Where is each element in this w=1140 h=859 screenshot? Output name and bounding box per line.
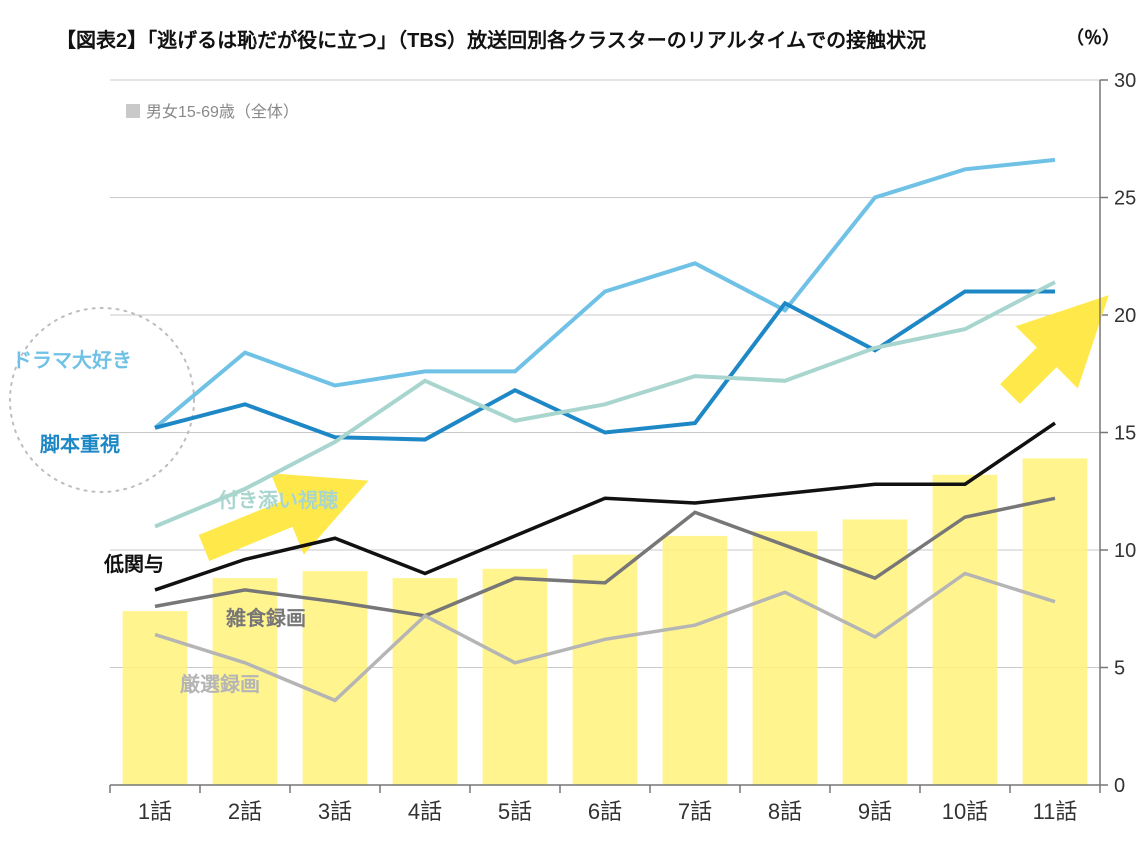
chart-stage: 【図表2】「逃げるは恥だが役に立つ」（TBS）放送回別各クラスターのリアルタイム…	[0, 0, 1140, 859]
legend-label: 男女15-69歳（全体）	[146, 102, 299, 121]
y-tick-label: 15	[1114, 423, 1136, 445]
trend-arrow	[1010, 320, 1084, 394]
x-tick-label: 8話	[768, 799, 802, 824]
bar	[933, 475, 998, 785]
x-tick-label: 11話	[1033, 799, 1078, 824]
bar	[393, 578, 458, 785]
x-tick-label: 5話	[498, 799, 532, 824]
y-tick-label: 10	[1114, 540, 1136, 562]
x-tick-label: 9話	[858, 799, 892, 824]
y-tick-label: 5	[1114, 658, 1125, 680]
bar	[483, 569, 548, 785]
bar	[1023, 458, 1088, 785]
x-tick-label: 2話	[228, 799, 262, 824]
y-tick-label: 0	[1114, 775, 1125, 797]
x-tick-label: 7話	[678, 799, 712, 824]
series-line	[155, 292, 1055, 440]
bar	[213, 578, 278, 785]
y-tick-label: 30	[1114, 70, 1136, 92]
y-tick-label: 20	[1114, 305, 1136, 327]
x-tick-label: 1話	[138, 799, 172, 824]
bar	[123, 611, 188, 785]
x-tick-label: 6話	[588, 799, 622, 824]
bar	[753, 531, 818, 785]
series-line	[155, 160, 1055, 428]
bar	[663, 536, 728, 785]
x-tick-label: 4話	[408, 799, 442, 824]
trend-arrow	[204, 494, 336, 548]
x-tick-label: 3話	[318, 799, 352, 824]
x-tick-label: 10話	[942, 799, 988, 824]
highlight-circle	[10, 308, 194, 492]
y-tick-label: 25	[1114, 188, 1136, 210]
chart-svg: 0 5 10 15 20 25 30 1話 2話 3話 4話 5話 6話 7話 8話 9話 10話 11話 男女15…	[0, 0, 1140, 859]
bar	[573, 555, 638, 785]
bar	[843, 519, 908, 785]
legend-swatch	[126, 104, 140, 118]
